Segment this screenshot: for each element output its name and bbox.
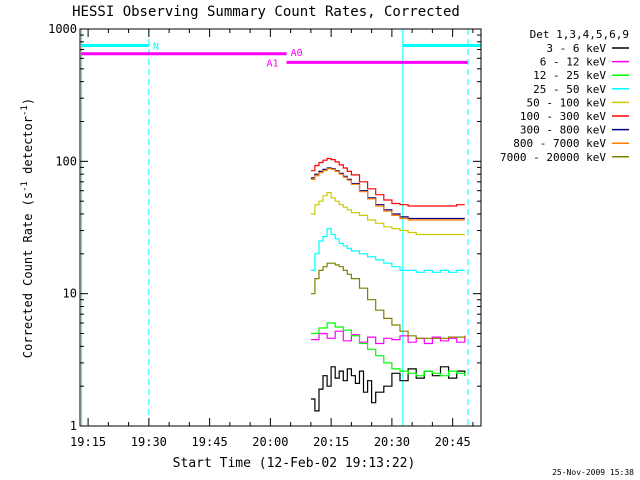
series-line-3: [310, 228, 465, 273]
legend-label-3: 25 - 50 keV: [533, 83, 606, 96]
plot-area: N A0 A1: [81, 29, 481, 426]
legend-label-5: 100 - 300 keV: [520, 110, 606, 123]
legend-label-1: 6 - 12 keV: [540, 56, 607, 69]
bar-label-a0: A0: [291, 48, 303, 59]
y-axis-label: Corrected Count Rate (s-1 detector-1): [20, 98, 35, 358]
x-tick-label-4: 20:15: [313, 435, 349, 449]
plot-frame: [79, 28, 482, 427]
series-line-2: [310, 322, 466, 377]
x-tick-label-5: 20:30: [374, 435, 410, 449]
series-line-1: [310, 330, 466, 345]
legend-label-8: 7000 - 20000 keV: [500, 151, 606, 164]
legend-label-4: 50 - 100 keV: [527, 96, 607, 109]
x-tick-label-3: 20:00: [252, 435, 288, 449]
y-axis: 1 10 100 1000: [48, 22, 481, 433]
x-tick-label-2: 19:45: [192, 435, 228, 449]
series-line-5: [310, 157, 465, 207]
series-line-8: [310, 262, 466, 339]
legend-title: Det 1,3,4,5,6,9: [530, 28, 629, 41]
chart-title: HESSI Observing Summary Count Rates, Cor…: [72, 4, 460, 20]
x-tick-label-0: 19:15: [70, 435, 106, 449]
timestamp: 25-Nov-2009 15:38: [552, 468, 634, 477]
series-line-4: [310, 192, 465, 236]
series-line-7: [310, 168, 465, 221]
bar-label-a1: A1: [267, 58, 279, 69]
y-tick-label-0: 1: [70, 419, 77, 433]
y-tick-label-2: 100: [55, 154, 77, 168]
y-tick-label-1: 10: [63, 287, 77, 301]
bar-label-n: N: [153, 42, 159, 53]
x-tick-label-6: 20:45: [435, 435, 471, 449]
x-axis: 19:15 19:30 19:45 20:00 20:15 20:30 20:45: [70, 29, 474, 449]
legend-label-2: 12 - 25 keV: [533, 69, 606, 82]
x-axis-label: Start Time (12-Feb-02 19:13:22): [173, 456, 416, 471]
legend-label-7: 800 - 7000 keV: [513, 137, 606, 150]
series-line-6: [310, 167, 465, 220]
y-tick-label-3: 1000: [48, 22, 77, 36]
legend-label-0: 3 - 6 keV: [546, 42, 606, 55]
legend-label-6: 300 - 800 keV: [520, 124, 606, 137]
x-tick-label-1: 19:30: [131, 435, 167, 449]
